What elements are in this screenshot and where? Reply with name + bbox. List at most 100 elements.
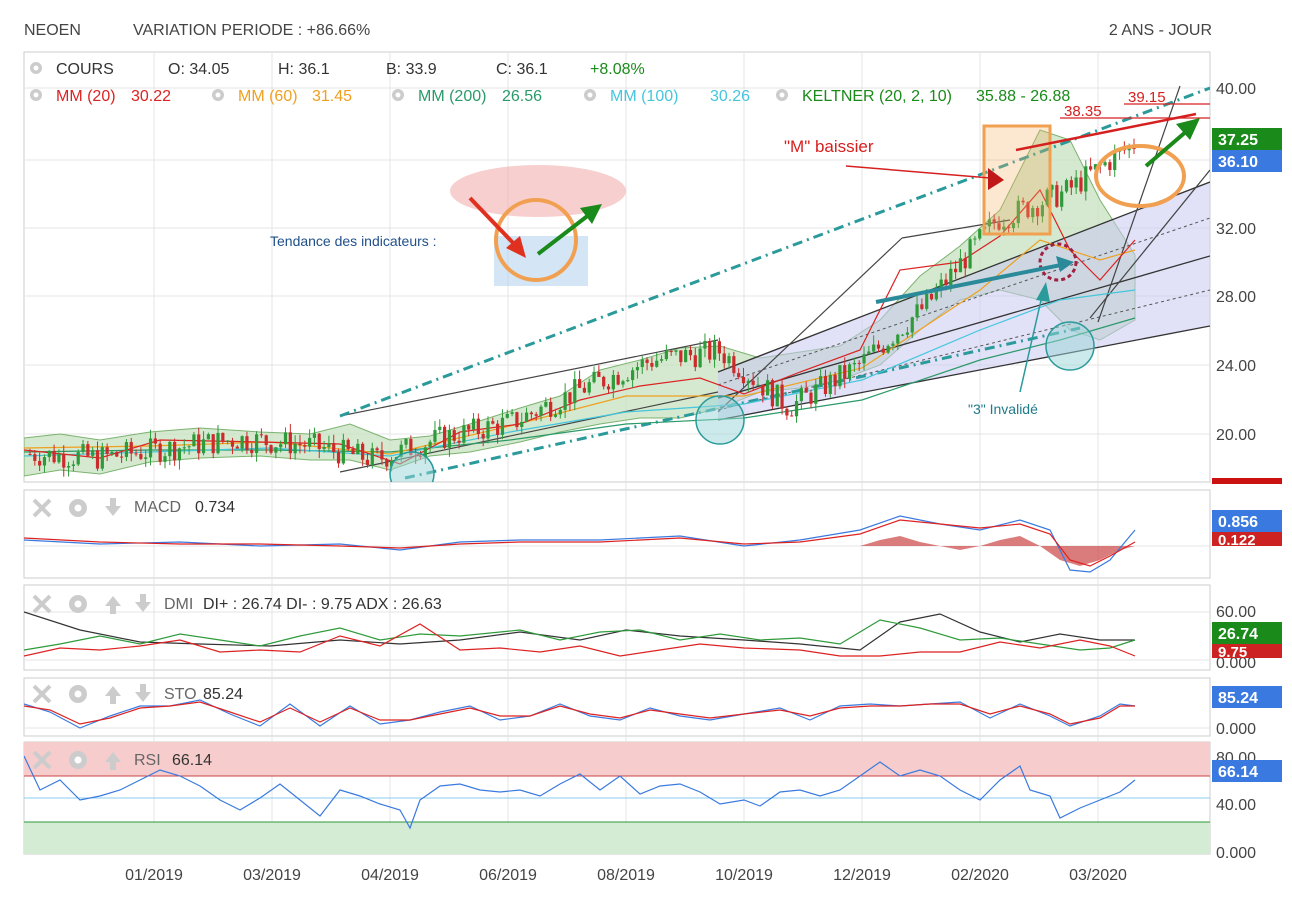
candle-body: [626, 380, 630, 382]
candle-body: [510, 412, 514, 414]
candle-body: [134, 453, 138, 455]
candle-body: [115, 451, 119, 457]
candle-body: [1093, 164, 1098, 170]
period-variation: VARIATION PERIODE : +86.66%: [133, 22, 371, 39]
candle-body: [1011, 223, 1016, 229]
candle-body: [187, 446, 191, 448]
dmi-up-icon[interactable]: [105, 596, 121, 614]
green-up-arrow-head: [580, 204, 602, 224]
candle-body: [1007, 226, 1011, 229]
dmi-down-icon[interactable]: [135, 594, 151, 612]
rsi-oversold-zone: [24, 822, 1210, 854]
macd-panel[interactable]: [23, 489, 1211, 579]
sto-gear-icon[interactable]: [69, 685, 87, 703]
y-label-40: 40.00: [1216, 81, 1256, 98]
candle-body: [529, 412, 533, 415]
legend-gear-mm60[interactable]: [212, 89, 224, 101]
candle-body: [476, 418, 480, 434]
rsi-close-icon[interactable]: [32, 750, 52, 770]
channel-right-mid: [717, 255, 1210, 399]
candle-body: [896, 334, 900, 344]
candle-body: [1108, 162, 1112, 171]
target-ellipse: [1094, 144, 1186, 208]
dmi-close-icon[interactable]: [32, 594, 52, 614]
candle-body: [240, 436, 244, 449]
candle-body: [486, 421, 490, 439]
red-down-arrow: [468, 196, 518, 248]
candle-body: [852, 362, 856, 365]
candle-body: [86, 444, 90, 456]
candle-body: [785, 408, 789, 416]
candle-body: [250, 450, 254, 454]
rsi-label: RSI: [134, 752, 161, 769]
candle-body: [954, 268, 958, 273]
rsi-badge: 66.14: [1218, 764, 1258, 781]
legend-gear-mm20[interactable]: [30, 89, 42, 101]
dmi-gear-icon[interactable]: [69, 595, 87, 613]
red-arrow-m-head: [988, 168, 1004, 190]
candle-body: [1021, 200, 1025, 203]
candle-body: [872, 344, 876, 352]
candle-body: [592, 371, 596, 383]
candle-body: [274, 447, 278, 453]
legend-gear-mm100[interactable]: [584, 89, 596, 101]
candle-body: [997, 223, 1001, 230]
candle-body: [235, 446, 239, 449]
level-39-15-label: 39.15: [1128, 89, 1166, 106]
support-circle-2: [695, 395, 745, 445]
macd-badge-2: 0.122: [1218, 532, 1256, 549]
sto-close-icon[interactable]: [32, 684, 52, 704]
m-baissier-label: "M" baissier: [784, 137, 874, 156]
candle-body: [631, 370, 635, 381]
rsi-gear-icon[interactable]: [69, 751, 87, 769]
teal-pointer-arrow: [1019, 295, 1043, 393]
candle-body: [640, 359, 644, 368]
rsi-y-40: 40.00: [1216, 797, 1256, 814]
candle-body: [515, 412, 519, 427]
y-label-32: 32.00: [1216, 221, 1256, 238]
dmi-panel[interactable]: [23, 584, 1211, 671]
candle-body: [230, 440, 235, 447]
badge-ma-bg: [1212, 128, 1282, 150]
candle-body: [129, 442, 133, 454]
candle-body: [95, 450, 100, 469]
legend-mm100: MM (100): [610, 88, 678, 105]
legend-gear-mm200[interactable]: [392, 89, 404, 101]
legend-gear-cours[interactable]: [30, 62, 42, 74]
candle-body: [153, 438, 157, 444]
sto-up-icon[interactable]: [105, 686, 121, 704]
candle-body: [669, 351, 673, 353]
candle-body: [317, 433, 321, 450]
candle-body: [915, 304, 919, 318]
legend-gear-keltner[interactable]: [776, 89, 788, 101]
candle-body: [905, 332, 910, 335]
candle-body: [611, 374, 615, 390]
sto-panel[interactable]: [23, 677, 1211, 737]
teal-dashdot-lower: [404, 326, 1081, 480]
red-trend-line: [1015, 112, 1197, 152]
candle-body: [332, 443, 336, 453]
period-selector[interactable]: 2 ANS - JOUR: [1108, 22, 1212, 39]
candle-body: [664, 351, 668, 360]
channel-right-lower: [717, 325, 1210, 421]
candle-body: [327, 443, 331, 448]
candle-body: [900, 334, 905, 336]
macd-down-icon[interactable]: [105, 498, 121, 516]
rsi-up-icon[interactable]: [105, 752, 121, 770]
candle-body: [100, 447, 104, 469]
candle-body: [920, 304, 924, 309]
candle-body: [766, 380, 770, 396]
candle-body: [693, 355, 697, 368]
candle-body: [389, 460, 394, 467]
candle-body: [712, 341, 717, 360]
candle-body: [737, 373, 741, 378]
macd-close-icon[interactable]: [32, 498, 52, 518]
macd-gear-icon[interactable]: [69, 499, 87, 517]
symbol-title: NEOEN: [24, 22, 81, 39]
candle-body: [674, 350, 678, 352]
sto-down-icon[interactable]: [135, 684, 151, 702]
candle-body: [105, 447, 109, 454]
candle-body: [124, 442, 129, 457]
channel-right-upper: [717, 181, 1210, 373]
